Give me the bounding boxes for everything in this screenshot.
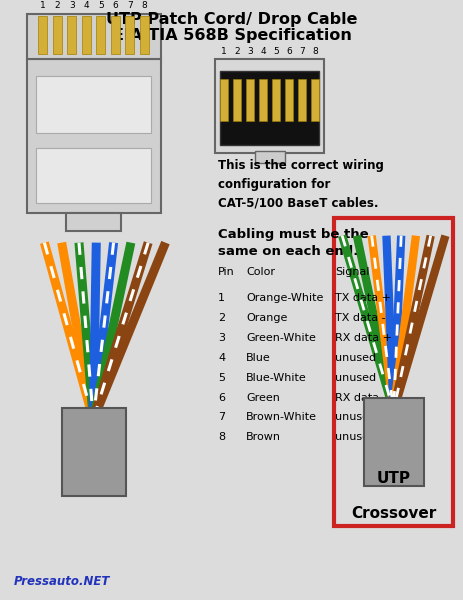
Bar — [363, 398, 423, 486]
Bar — [53, 16, 62, 54]
Bar — [96, 16, 105, 54]
Text: 7: 7 — [218, 412, 225, 422]
Text: 3: 3 — [69, 1, 75, 10]
Text: 2: 2 — [234, 47, 239, 56]
Text: UTP: UTP — [376, 471, 410, 486]
Text: 2: 2 — [218, 313, 225, 323]
Text: 8: 8 — [218, 432, 225, 442]
Bar — [219, 71, 319, 145]
Text: Orange-White: Orange-White — [245, 293, 323, 303]
Bar — [62, 409, 125, 496]
Polygon shape — [26, 14, 160, 59]
Text: 1: 1 — [40, 1, 46, 10]
Text: unused: unused — [335, 432, 375, 442]
Text: unused: unused — [335, 373, 375, 383]
Bar — [333, 218, 452, 526]
Text: TX data -: TX data - — [335, 313, 385, 323]
Bar — [259, 79, 267, 121]
Bar — [311, 79, 319, 121]
Bar — [67, 16, 76, 54]
Text: 7: 7 — [126, 1, 132, 10]
Text: TX data +: TX data + — [335, 293, 390, 303]
Bar — [125, 16, 134, 54]
Text: RX data -: RX data - — [335, 392, 386, 403]
Bar — [139, 16, 148, 54]
Text: Cabling must be the
same on each end.: Cabling must be the same on each end. — [218, 228, 368, 258]
Text: 6: 6 — [112, 1, 118, 10]
Bar — [272, 79, 280, 121]
Bar — [254, 151, 284, 163]
Text: 4: 4 — [260, 47, 265, 56]
Text: Signal: Signal — [335, 268, 369, 277]
Bar — [215, 59, 324, 153]
Text: 3: 3 — [218, 333, 225, 343]
Text: Brown: Brown — [245, 432, 280, 442]
Text: unused: unused — [335, 353, 375, 363]
Text: This is the correct wiring
configuration for
CAT-5/100 BaseT cables.: This is the correct wiring configuration… — [218, 159, 383, 209]
Text: 7: 7 — [299, 47, 305, 56]
Text: Green-White: Green-White — [245, 333, 315, 343]
Text: 8: 8 — [312, 47, 318, 56]
Text: UTP Patch Cord/ Drop Cable: UTP Patch Cord/ Drop Cable — [106, 13, 357, 28]
Text: Color: Color — [245, 268, 274, 277]
Bar — [219, 79, 227, 121]
Text: RX data +: RX data + — [335, 333, 391, 343]
Text: Pressauto.NET: Pressauto.NET — [13, 575, 110, 588]
Text: 5: 5 — [98, 1, 103, 10]
Text: Blue: Blue — [245, 353, 270, 363]
Bar — [37, 148, 150, 203]
Text: Crossover: Crossover — [350, 506, 436, 521]
Bar — [246, 79, 254, 121]
Text: 1: 1 — [218, 293, 225, 303]
Bar — [37, 76, 150, 133]
Text: Brown-White: Brown-White — [245, 412, 316, 422]
Text: 1: 1 — [221, 47, 226, 56]
Text: 2: 2 — [55, 1, 60, 10]
Bar — [38, 16, 47, 54]
Text: Green: Green — [245, 392, 279, 403]
Text: 4: 4 — [83, 1, 89, 10]
Text: 6: 6 — [218, 392, 225, 403]
Bar — [111, 16, 119, 54]
Bar — [26, 59, 160, 213]
Text: unused: unused — [335, 412, 375, 422]
Text: 8: 8 — [141, 1, 147, 10]
Text: 5: 5 — [273, 47, 279, 56]
Text: Blue-White: Blue-White — [245, 373, 306, 383]
Text: EIA/TIA 568B Specification: EIA/TIA 568B Specification — [113, 28, 350, 43]
Bar — [81, 16, 91, 54]
Text: 5: 5 — [218, 373, 225, 383]
Bar — [232, 79, 241, 121]
Bar — [66, 213, 120, 231]
Text: 3: 3 — [247, 47, 252, 56]
Bar — [285, 79, 293, 121]
Bar — [298, 79, 306, 121]
Text: Pin: Pin — [218, 268, 234, 277]
Text: 4: 4 — [218, 353, 225, 363]
Text: Orange: Orange — [245, 313, 287, 323]
Text: 6: 6 — [286, 47, 292, 56]
